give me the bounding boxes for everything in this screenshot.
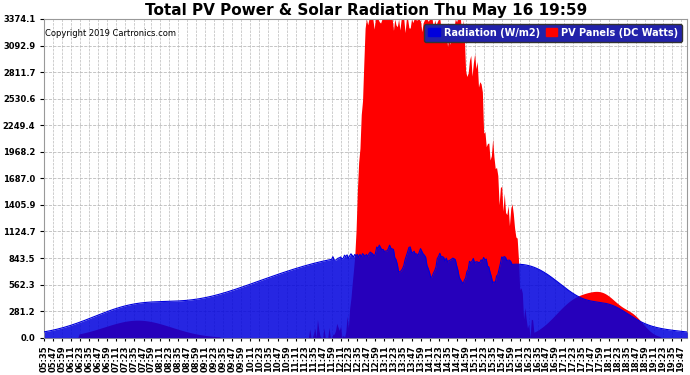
Text: Copyright 2019 Cartronics.com: Copyright 2019 Cartronics.com — [45, 28, 176, 38]
Title: Total PV Power & Solar Radiation Thu May 16 19:59: Total PV Power & Solar Radiation Thu May… — [145, 3, 587, 18]
Legend: Radiation (W/m2), PV Panels (DC Watts): Radiation (W/m2), PV Panels (DC Watts) — [424, 24, 682, 42]
